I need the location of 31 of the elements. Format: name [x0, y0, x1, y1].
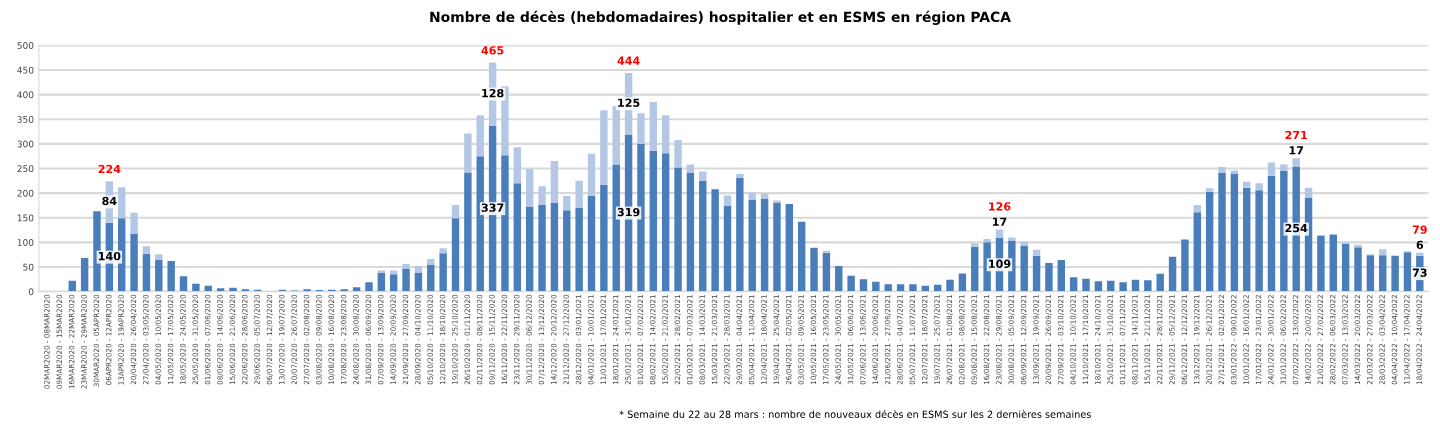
y-tick-label: 100: [17, 239, 34, 246]
total-label: 444: [617, 56, 640, 65]
data-label: 254: [1285, 223, 1308, 233]
data-label: 17: [1289, 146, 1304, 155]
chart-title: Nombre de décès (hebdomadaires) hospitalier et en ESMS en région PACA: [430, 10, 1011, 25]
data-label: 337: [481, 203, 504, 212]
data-label: 6: [1416, 240, 1424, 250]
y-tick-label: 0: [28, 288, 34, 296]
data-label: 73: [1412, 268, 1427, 277]
data-label: 109: [989, 259, 1011, 268]
y-tick-label: 250: [17, 165, 34, 173]
data-label: 140: [99, 251, 121, 261]
y-tick-label: 200: [17, 189, 34, 197]
data-label: 128: [482, 88, 504, 98]
y-tick-label: 400: [17, 91, 34, 99]
total-label: 465: [481, 46, 504, 55]
total-label: 224: [98, 164, 121, 174]
data-label: 319: [617, 207, 640, 217]
y-tick-label: 500: [17, 42, 34, 49]
data-label: 17: [993, 217, 1007, 226]
total-label: 126: [989, 202, 1011, 211]
y-tick-label: 150: [17, 214, 34, 222]
total-label: 271: [1285, 130, 1308, 140]
total-label: 79: [1412, 225, 1427, 234]
y-tick-label: 350: [17, 115, 34, 123]
data-label: 125: [618, 98, 640, 107]
data-label: 84: [102, 196, 117, 206]
text: * Semaine du 22 au 28 mars : nombre de nouveaux décès en ESMS sur les 2 dernières semaines: [619, 410, 1091, 418]
y-tick-label: 300: [17, 140, 34, 148]
y-tick-label: 50: [23, 263, 34, 271]
y-tick-label: 450: [17, 66, 34, 74]
